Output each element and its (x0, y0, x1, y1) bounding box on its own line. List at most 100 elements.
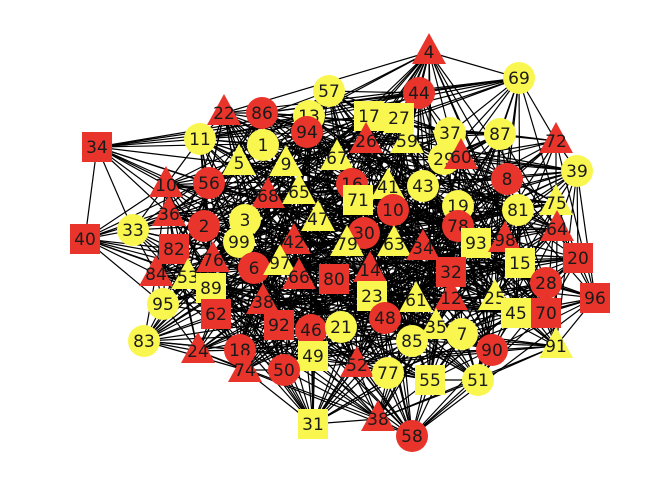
graph-node-label: 8 (502, 170, 513, 190)
graph-node: 59 (390, 122, 424, 153)
graph-node: 1 (247, 129, 279, 161)
graph-edge (96, 146, 205, 227)
graph-node-label: 90 (481, 341, 503, 361)
graph-node: 58 (396, 420, 428, 452)
graph-node: 65 (282, 173, 316, 204)
graph-node-triangle-marker (539, 184, 573, 215)
graph-node: 90 (476, 334, 508, 366)
graph-node-triangle-marker (539, 122, 573, 153)
graph-node-triangle-marker (488, 221, 522, 252)
graph-node-circle-marker (268, 354, 300, 386)
graph-node: 10 (377, 194, 409, 226)
graph-nodes: 4694457228613172787723411942659371296039… (70, 33, 610, 452)
graph-node: 33 (117, 214, 149, 246)
graph-node: 95 (147, 288, 179, 320)
graph-node-label: 81 (507, 201, 529, 221)
graph-node: 93 (461, 228, 491, 258)
graph-node: 75 (539, 184, 573, 215)
graph-node-circle-marker (446, 318, 478, 350)
graph-node-label: 23 (361, 287, 383, 307)
graph-node: 61 (399, 281, 433, 312)
graph-node-circle-marker (561, 155, 593, 187)
graph-node-label: 34 (86, 138, 108, 158)
graph-node: 35 (419, 308, 453, 339)
graph-node-circle-marker (462, 364, 494, 396)
graph-node-triangle-marker (246, 283, 280, 314)
graph-node-label: 37 (439, 124, 461, 144)
graph-node-label: 30 (353, 224, 375, 244)
graph-node-label: 93 (465, 234, 487, 254)
graph-node-label: 62 (205, 305, 227, 325)
graph-node-triangle-marker (419, 308, 453, 339)
graph-node-label: 83 (133, 332, 155, 352)
graph-node: 80 (319, 264, 349, 294)
graph-node: 47 (301, 200, 335, 231)
graph-node-label: 58 (401, 427, 423, 447)
graph-node-label: 89 (200, 279, 222, 299)
graph-node: 86 (246, 97, 278, 129)
graph-node-label: 1 (258, 136, 269, 156)
graph-node-label: 63 (383, 235, 405, 255)
graph-node-triangle-marker (399, 281, 433, 312)
graph-node-triangle-marker (320, 139, 354, 170)
graph-node-triangle-marker (539, 327, 573, 358)
graph-node-label: 69 (508, 69, 530, 89)
graph-edge (576, 170, 596, 299)
graph-node-label: 41 (377, 178, 399, 198)
graph-node: 92 (264, 310, 294, 340)
graph-node-label: 3 (240, 211, 251, 231)
graph-node: 82 (159, 234, 189, 264)
graph-node-label: 42 (283, 233, 305, 253)
graph-node-circle-marker (246, 97, 278, 129)
graph-edge (267, 195, 285, 371)
graph-node-square-marker (298, 409, 328, 439)
graph-node: 40 (70, 224, 100, 254)
graph-edge (132, 229, 241, 351)
graph-node-circle-marker (313, 75, 345, 107)
graph-node-square-marker (82, 132, 112, 162)
graph-edge (155, 273, 379, 420)
graph-node-square-marker (531, 298, 561, 328)
graph-node-label: 84 (145, 265, 167, 285)
graph-edge (371, 257, 579, 297)
graph-node: 55 (415, 365, 445, 395)
graph-node-triangle-marker (149, 166, 183, 197)
graph-node-triangle-marker (269, 145, 303, 176)
graph-edge (215, 313, 314, 425)
graph-node: 28 (530, 267, 562, 299)
graph-node-circle-marker (372, 357, 404, 389)
graph-node: 79 (330, 225, 364, 256)
graph-node-circle-marker (193, 167, 225, 199)
graph-node: 32 (436, 257, 466, 287)
graph-node: 99 (223, 226, 255, 258)
graph-node: 38 (361, 400, 395, 431)
graph-node-circle-marker (238, 252, 270, 284)
graph-node-circle-marker (184, 123, 216, 155)
graph-node-label: 95 (152, 295, 174, 315)
graph-node-circle-marker (403, 77, 435, 109)
graph-node-triangle-marker (251, 177, 285, 208)
graph-edge (460, 140, 557, 158)
graph-node-label: 47 (307, 210, 329, 230)
graph-node: 74 (228, 351, 262, 382)
graph-node-triangle-marker (301, 200, 335, 231)
graph-node-label: 48 (374, 309, 396, 329)
graph-node-triangle-marker (371, 168, 405, 199)
graph-node-label: 59 (396, 132, 418, 152)
graph-node: 49 (298, 341, 328, 371)
graph-node: 60 (444, 138, 478, 169)
graph-node: 48 (369, 302, 401, 334)
graph-node-circle-marker (325, 311, 357, 343)
graph-node: 62 (201, 299, 231, 329)
graph-edge (84, 146, 98, 240)
graph-node: 64 (540, 210, 574, 241)
graph-edge (443, 158, 558, 230)
graph-node-triangle-marker (349, 122, 383, 153)
graph-node: 85 (396, 325, 428, 357)
graph-node: 17 (354, 101, 384, 131)
graph-node-triangle-marker (282, 258, 316, 289)
graph-node-label: 94 (296, 123, 318, 143)
graph-node: 34 (406, 229, 440, 260)
graph-node-label: 28 (535, 274, 557, 294)
graph-node: 6 (238, 252, 270, 284)
